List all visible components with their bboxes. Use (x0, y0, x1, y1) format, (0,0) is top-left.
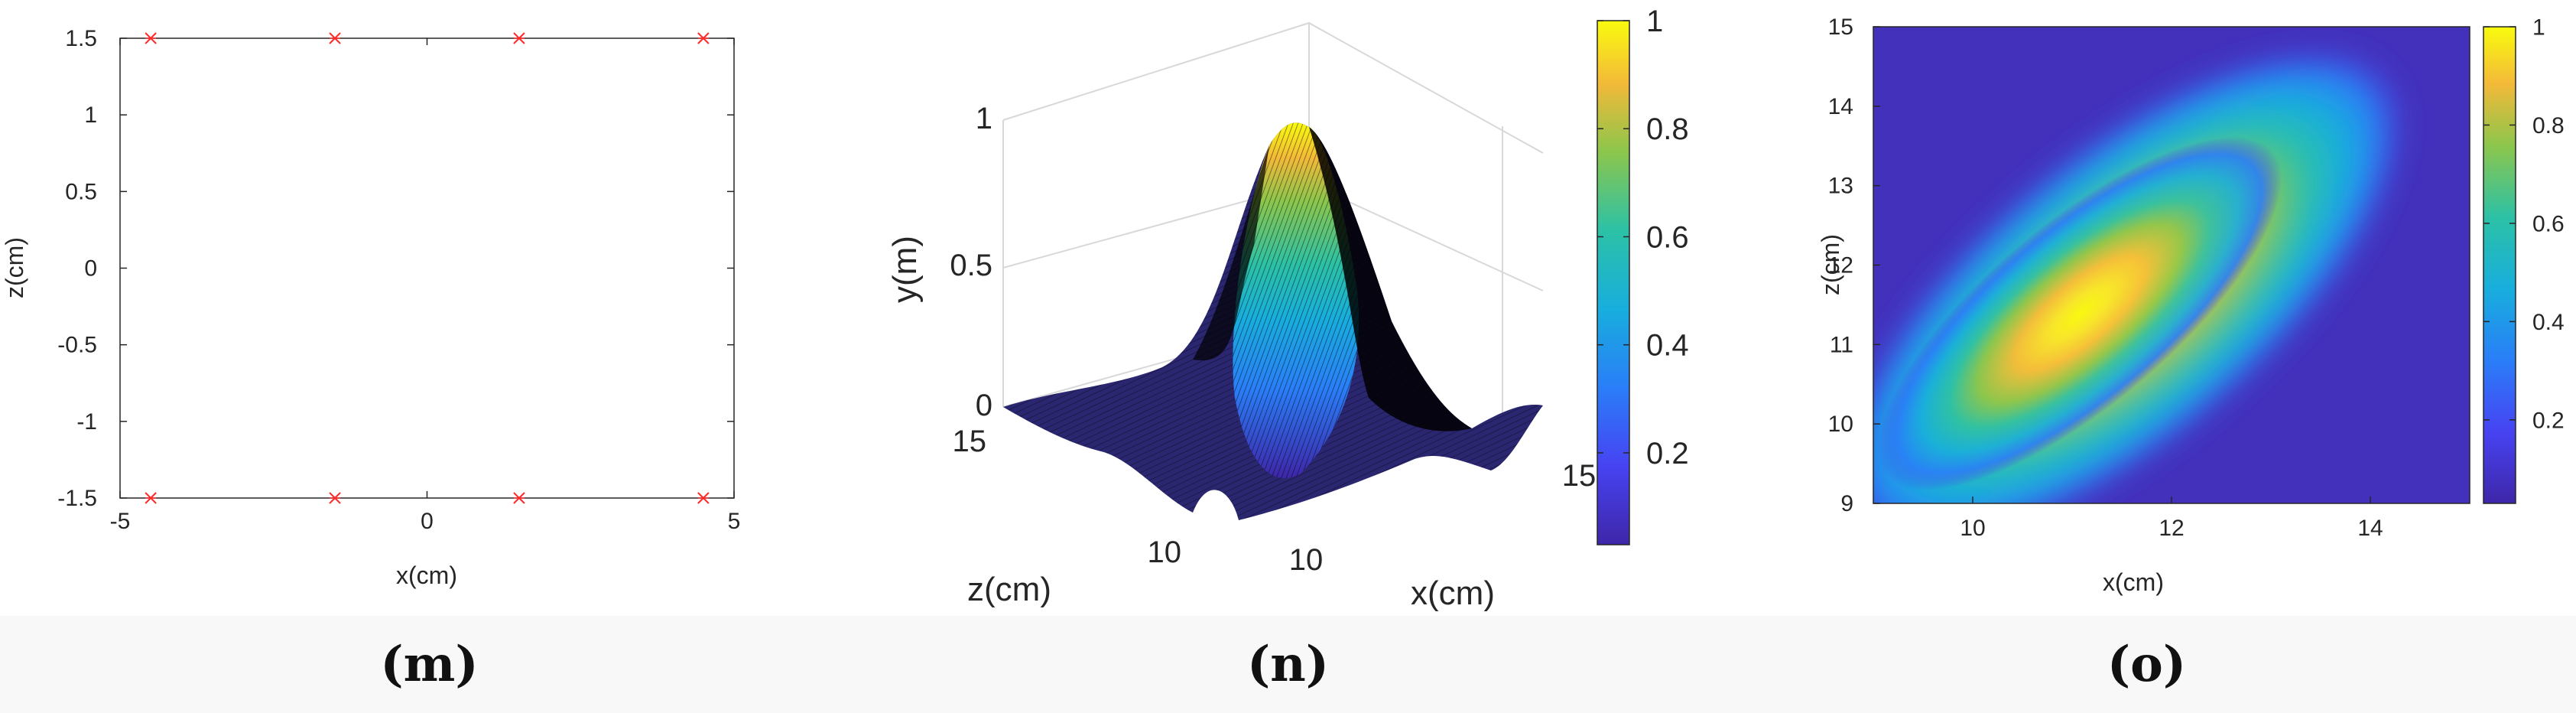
figure: -5 0 5 -1.5 -1 -0.5 0 0.5 1 1.5 x(cm) z(cm) (1, 5, 2565, 612)
heatmap-y-tick-label: 14 (1828, 94, 1853, 119)
surface-vtick: 0 (976, 389, 992, 422)
colorbar-tick-label: 0.8 (2532, 113, 2565, 138)
colorbar-tick-label: 0.6 (2532, 211, 2565, 236)
heatmap-colorbar: 0.2 0.4 0.6 0.8 1 (2483, 15, 2565, 504)
surface-colorbar-ticks: 0.2 0.4 0.6 0.8 1 (1597, 5, 1689, 470)
scatter-panel: -5 0 5 -1.5 -1 -0.5 0 0.5 1 1.5 x(cm) z(cm) (1, 26, 740, 589)
colorbar-tick-label: 1 (1646, 5, 1663, 38)
heatmap-x-tick-label: 14 (2357, 516, 2383, 541)
heatmap-y-label: z(cm) (1817, 234, 1844, 295)
scatter-ticks: -5 0 5 -1.5 -1 -0.5 0 0.5 1 1.5 (57, 26, 740, 534)
scatter-y-tick-label: 0.5 (65, 179, 97, 204)
scatter-y-tick-label: -0.5 (57, 333, 97, 358)
colorbar-tick-label: 0.2 (2532, 408, 2565, 433)
scatter-point (513, 492, 525, 504)
scatter-point (329, 32, 341, 44)
scatter-x-label: x(cm) (396, 562, 457, 589)
heatmap-x-label: x(cm) (2103, 568, 2164, 596)
caption-m: (m) (0, 616, 859, 713)
scatter-x-tick-label: -5 (110, 509, 131, 534)
surface-ztick: 10 (1148, 536, 1182, 569)
heatmap-y-tick-label: 11 (1830, 332, 1853, 357)
surface-xtick: 10 (1289, 543, 1324, 577)
scatter-x-tick-label: 0 (421, 509, 434, 534)
scatter-y-tick-label: -1.5 (57, 486, 97, 511)
scatter-plot-area (119, 37, 735, 499)
surface-value-axis: 1 0.5 0 y(m) (886, 102, 992, 422)
colorbar-tick-label: 1 (2532, 15, 2545, 41)
surface-z-label: z(cm) (967, 571, 1051, 608)
surface-panel: 1 0.5 0 y(m) 15 10 z(cm) 10 15 x(cm) 0.2… (886, 5, 1689, 612)
scatter-y-label: z(cm) (1, 237, 28, 298)
heatmap-y-tick-label: 9 (1840, 491, 1853, 516)
caption-n: (n) (859, 616, 1717, 713)
heatmap-colorbar-gradient (2483, 26, 2516, 504)
scatter-point (145, 492, 157, 504)
colorbar-tick-label: 0.4 (1646, 329, 1689, 363)
heatmap-y-tick-label: 13 (1828, 174, 1853, 199)
scatter-point (329, 492, 341, 504)
heatmap-y-tick-label: 12 (1828, 253, 1853, 278)
surface-x-axis: 10 15 x(cm) (1289, 459, 1597, 612)
scatter-points (145, 32, 710, 504)
surface-y-label: y(m) (886, 236, 924, 303)
heatmap-y-tick-label: 10 (1828, 412, 1853, 437)
colorbar-tick-label: 0.6 (1646, 220, 1689, 254)
surface-mesh (1003, 122, 1543, 520)
scatter-x-tick-label: 5 (728, 509, 741, 534)
colorbar-tick-label: 0.4 (2532, 310, 2565, 335)
scatter-y-tick-label: 0 (84, 256, 97, 282)
surface-x-label: x(cm) (1411, 575, 1495, 612)
surface-vtick: 1 (976, 102, 992, 135)
caption-o: (o) (1717, 616, 2576, 713)
colorbar-tick-label: 0.2 (1646, 437, 1689, 470)
scatter-point (697, 492, 710, 504)
surface-ztick: 15 (953, 425, 987, 458)
surface-colorbar-gradient (1597, 20, 1630, 545)
surface-z-axis: 15 10 z(cm) (953, 425, 1182, 608)
heatmap-x-tick-label: 10 (1960, 516, 1985, 541)
heatmap-image (1873, 27, 2470, 503)
heatmap-y-tick-label: 15 (1828, 15, 1853, 40)
scatter-point (145, 32, 157, 44)
scatter-y-tick-label: 1.5 (65, 26, 97, 51)
scatter-point (513, 32, 525, 44)
heatmap-colorbar-ticks: 0.2 0.4 0.6 0.8 1 (2483, 15, 2565, 433)
colorbar-tick-label: 0.8 (1646, 112, 1689, 146)
surface-colorbar: 0.2 0.4 0.6 0.8 1 (1597, 5, 1689, 545)
scatter-point (697, 32, 710, 44)
scatter-y-tick-label: 1 (84, 103, 97, 128)
scatter-y-tick-label: -1 (76, 409, 97, 435)
heatmap-x-tick-label: 12 (2159, 516, 2184, 541)
surface-xtick: 15 (1562, 459, 1597, 493)
heatmap-ticks: 10 12 14 9 10 11 12 13 14 15 (1828, 15, 2383, 541)
surface-vtick: 0.5 (950, 249, 992, 282)
